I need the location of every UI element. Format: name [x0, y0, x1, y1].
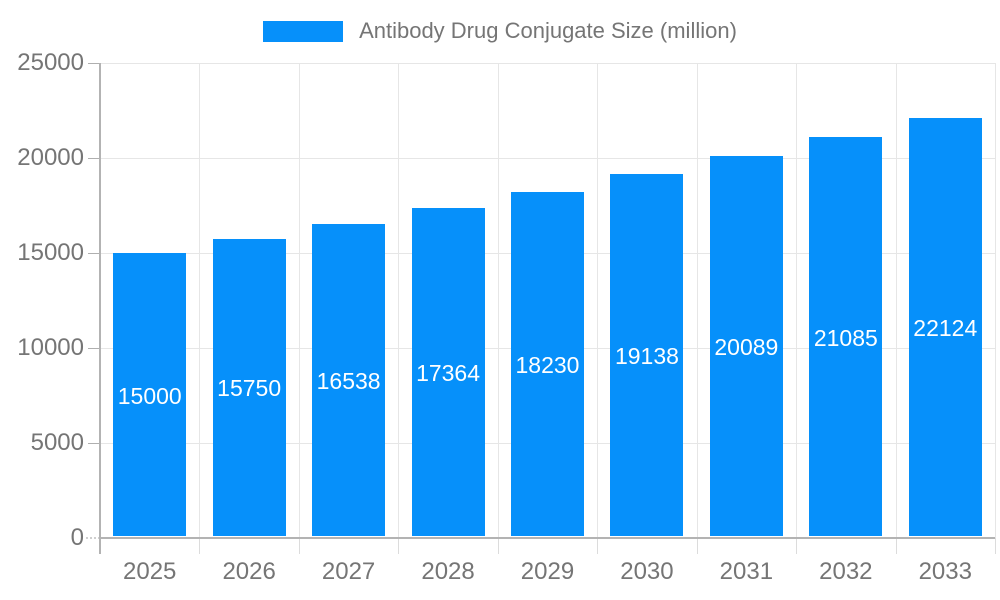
bar[interactable] — [809, 137, 883, 536]
gridline-vertical — [995, 63, 996, 538]
gridline-vertical — [896, 63, 897, 538]
bar[interactable] — [312, 223, 386, 536]
gridline-vertical — [796, 63, 797, 538]
y-tick-mark — [88, 348, 100, 349]
bar-value-label: 19138 — [614, 343, 679, 370]
x-axis-tick-label: 2030 — [620, 558, 674, 585]
x-tick-mark — [995, 538, 996, 554]
y-axis-tick-label: 0 — [70, 524, 84, 551]
gridline-horizontal — [100, 63, 995, 64]
bar[interactable] — [709, 156, 783, 536]
x-tick-mark — [896, 538, 897, 554]
bar-value-label: 17364 — [416, 360, 481, 387]
x-axis-tick-label: 2025 — [123, 558, 177, 585]
y-axis-line — [99, 63, 101, 554]
gridline-vertical — [597, 63, 598, 538]
y-tick-mark — [86, 537, 100, 539]
y-tick-mark — [88, 158, 100, 159]
bar-value-label: 15000 — [117, 382, 182, 409]
bar-value-label: 18230 — [515, 351, 580, 378]
bar-value-label: 20089 — [714, 334, 779, 361]
x-tick-mark — [199, 538, 200, 554]
gridline-vertical — [398, 63, 399, 538]
x-axis-line — [99, 537, 995, 539]
bar[interactable] — [411, 208, 485, 536]
gridline-horizontal — [100, 158, 995, 159]
x-axis-tick-label: 2031 — [719, 558, 774, 585]
x-axis-tick-label: 2029 — [520, 558, 575, 585]
gridline-vertical — [199, 63, 200, 538]
y-axis-tick-label: 20000 — [17, 144, 84, 171]
gridline-vertical — [498, 63, 499, 538]
bar[interactable] — [610, 174, 684, 536]
y-tick-mark — [88, 253, 100, 254]
x-tick-mark — [299, 538, 300, 554]
x-axis-tick-label: 2032 — [819, 558, 873, 585]
x-tick-mark — [697, 538, 698, 554]
bar[interactable] — [113, 253, 187, 536]
x-tick-mark — [796, 538, 797, 554]
bar[interactable] — [511, 191, 584, 536]
gridline-vertical — [299, 63, 300, 538]
y-axis-tick-label: 5000 — [30, 429, 84, 456]
x-axis-tick-label: 2028 — [421, 558, 475, 585]
x-tick-mark — [597, 538, 598, 554]
x-axis-tick-label: 2033 — [918, 558, 972, 585]
bar-value-label: 21085 — [813, 324, 878, 351]
bar[interactable] — [212, 238, 286, 536]
bar-value-label: 16538 — [316, 367, 381, 394]
legend-label: Antibody Drug Conjugate Size (million) — [359, 18, 737, 43]
legend: Antibody Drug Conjugate Size (million) — [0, 18, 1000, 44]
bar-value-label: 22124 — [913, 314, 978, 341]
legend-swatch-icon — [263, 20, 344, 42]
y-tick-mark — [88, 63, 100, 64]
y-tick-mark — [88, 443, 100, 444]
y-axis-tick-label: 25000 — [17, 49, 84, 76]
x-tick-mark — [398, 538, 399, 554]
y-axis-tick-label: 10000 — [17, 334, 84, 361]
bar-value-label: 15750 — [217, 375, 282, 402]
x-axis-tick-label: 2027 — [321, 558, 376, 585]
bar[interactable] — [908, 117, 982, 536]
gridline-vertical — [697, 63, 698, 538]
x-axis-tick-label: 2026 — [222, 558, 276, 585]
x-tick-mark — [498, 538, 499, 554]
y-axis-tick-label: 15000 — [17, 239, 84, 266]
